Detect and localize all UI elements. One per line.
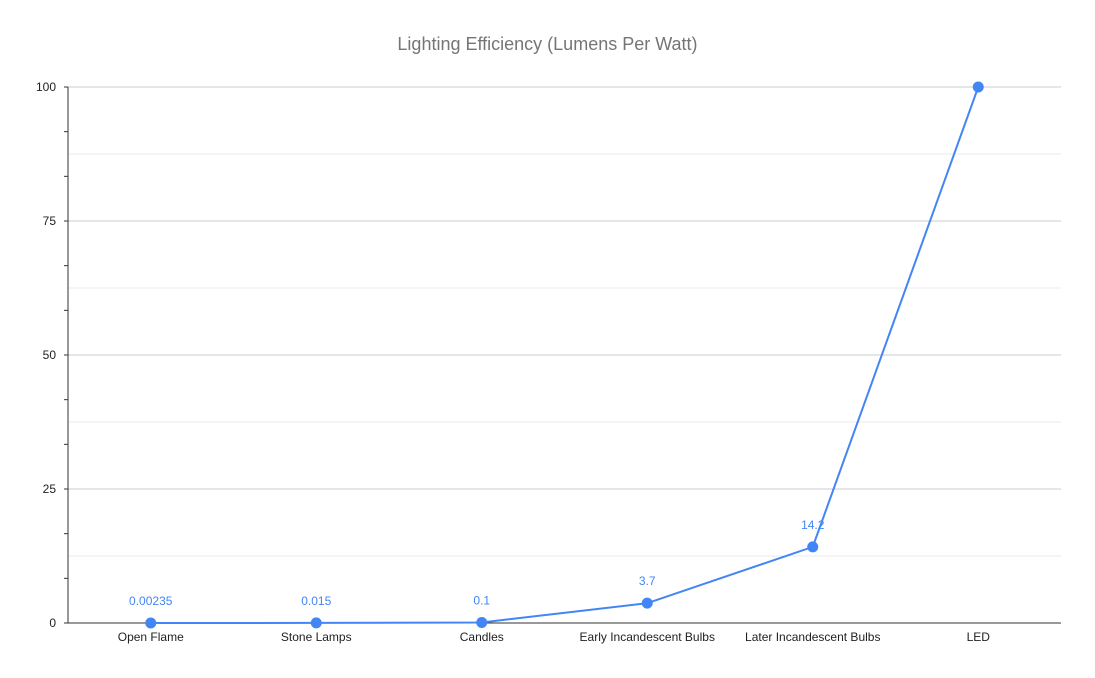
data-label: 0.00235 (129, 594, 173, 608)
x-tick-label: Open Flame (118, 630, 184, 644)
series-line (150, 86, 980, 624)
y-tick-label: 50 (43, 348, 57, 362)
data-point (972, 81, 984, 93)
chart-title: Lighting Efficiency (Lumens Per Watt) (397, 34, 698, 54)
x-tick-label: Stone Lamps (281, 630, 352, 644)
y-tick-label: 100 (36, 80, 56, 94)
y-tick-label: 75 (43, 214, 57, 228)
x-tick-label: Candles (460, 630, 504, 644)
data-label: 14.2 (801, 518, 825, 532)
x-tick-label: Early Incandescent Bulbs (580, 630, 715, 644)
data-label: 3.7 (639, 574, 656, 588)
x-tick-label: Later Incandescent Bulbs (745, 630, 880, 644)
data-point (145, 617, 157, 629)
data-point (310, 617, 322, 629)
data-point (476, 616, 488, 628)
y-tick-label: 25 (43, 482, 57, 496)
data-label: 0.1 (473, 593, 490, 607)
y-tick-label: 0 (49, 616, 56, 630)
data-label: 0.015 (301, 594, 331, 608)
data-point (807, 541, 819, 553)
data-point (641, 597, 653, 609)
x-tick-label: LED (967, 630, 991, 644)
